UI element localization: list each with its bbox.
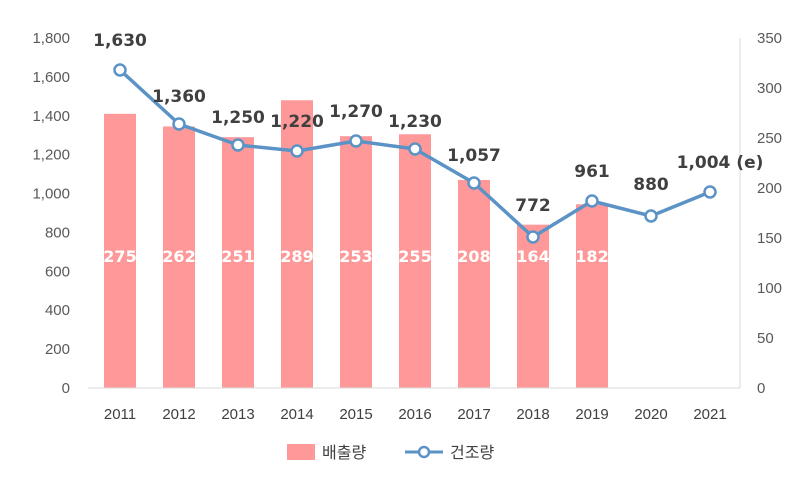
x-tick-label: 2019 [575, 406, 608, 423]
line-series-drying [113, 63, 717, 244]
x-tick-label: 2016 [398, 406, 431, 423]
y-axis-right: 0 50 100 150 200 250 300 350 [739, 30, 782, 397]
y-left-tick-label: 1,000 [32, 186, 70, 203]
line-value-label: 1,250 [211, 108, 265, 128]
y-left-tick-label: 600 [45, 263, 70, 280]
bar-value-label: 255 [398, 247, 431, 266]
x-tick-label: 2013 [221, 406, 254, 423]
line-point [467, 176, 481, 190]
legend-bar-swatch [287, 444, 315, 460]
line-value-label: 880 [633, 175, 669, 195]
bar-value-label: 182 [575, 247, 608, 266]
bar [517, 224, 549, 388]
y-left-tick-label: 200 [45, 341, 70, 358]
line-point [585, 194, 599, 208]
x-tick-label: 2011 [104, 406, 136, 423]
legend: 배출량 건조량 [287, 443, 494, 462]
y-left-tick-label: 1,600 [32, 69, 70, 86]
line-value-label: 1,630 [93, 31, 147, 51]
line-value-label: 1,230 [388, 112, 442, 132]
y-left-tick-label: 1,200 [32, 147, 70, 164]
y-right-tick-label: 250 [757, 130, 782, 147]
y-left-tick-label: 0 [62, 380, 70, 397]
line-point [526, 230, 540, 244]
y-left-tick-label: 1,800 [32, 30, 70, 47]
line-point [644, 209, 658, 223]
x-tick-label: 2017 [457, 406, 490, 423]
line-value-label: 961 [574, 162, 610, 182]
y-axis-left: 0 200 400 600 800 1,000 1,200 1,400 1,600 1,800 [32, 30, 70, 397]
y-left-tick-label: 800 [45, 224, 70, 241]
line-value-label: 1,360 [152, 87, 206, 107]
line-point [231, 138, 245, 152]
bar [458, 179, 490, 388]
y-right-tick-label: 50 [757, 330, 774, 347]
bar-value-label: 253 [339, 247, 372, 266]
y-right-tick-label: 300 [757, 80, 782, 97]
line-value-label: 1,220 [270, 112, 324, 132]
bar-value-label: 251 [221, 247, 254, 266]
bar-value-label: 262 [162, 247, 195, 266]
bar-value-label: 208 [457, 247, 490, 266]
x-axis: 2011 2012 2013 2014 2015 2016 2017 2018 2019 2020… [88, 387, 740, 423]
bar-value-label: 289 [280, 247, 313, 266]
line-point [349, 134, 363, 148]
y-right-tick-label: 200 [757, 180, 782, 197]
bar [222, 137, 254, 388]
bar [576, 204, 608, 388]
x-tick-label: 2020 [634, 406, 667, 423]
line-value-label: 1,270 [329, 102, 383, 122]
legend-bar-label: 배출량 [322, 443, 366, 462]
line-value-label: 1,004 (e) [677, 153, 764, 173]
bar [163, 126, 195, 388]
x-tick-label: 2014 [280, 406, 313, 423]
y-right-tick-label: 0 [757, 380, 765, 397]
bar-value-label: 275 [103, 247, 136, 266]
line-point [113, 63, 127, 77]
line-value-label: 772 [515, 196, 551, 216]
legend-line-marker [417, 445, 431, 459]
x-tick-label: 2018 [516, 406, 549, 423]
bar [281, 100, 313, 388]
line-point [290, 144, 304, 158]
bar [340, 136, 372, 388]
y-left-tick-label: 400 [45, 302, 70, 319]
line-point [703, 185, 717, 199]
line-value-label: 1,057 [447, 146, 501, 166]
bar-value-label: 164 [516, 247, 549, 266]
x-tick-label: 2021 [693, 406, 726, 423]
legend-line-label: 건조량 [450, 443, 494, 462]
line-point [408, 142, 422, 156]
y-right-tick-label: 150 [757, 230, 782, 247]
y-right-tick-label: 350 [757, 30, 782, 47]
x-tick-label: 2015 [339, 406, 372, 423]
x-tick-label: 2012 [162, 406, 195, 423]
y-left-tick-label: 1,400 [32, 108, 70, 125]
bar [399, 134, 431, 388]
bar [104, 113, 136, 388]
line-point [172, 117, 186, 131]
y-right-tick-label: 100 [757, 280, 782, 297]
bar-value-labels: 275 262 251 289 253 255 208 164 182 [103, 247, 608, 266]
